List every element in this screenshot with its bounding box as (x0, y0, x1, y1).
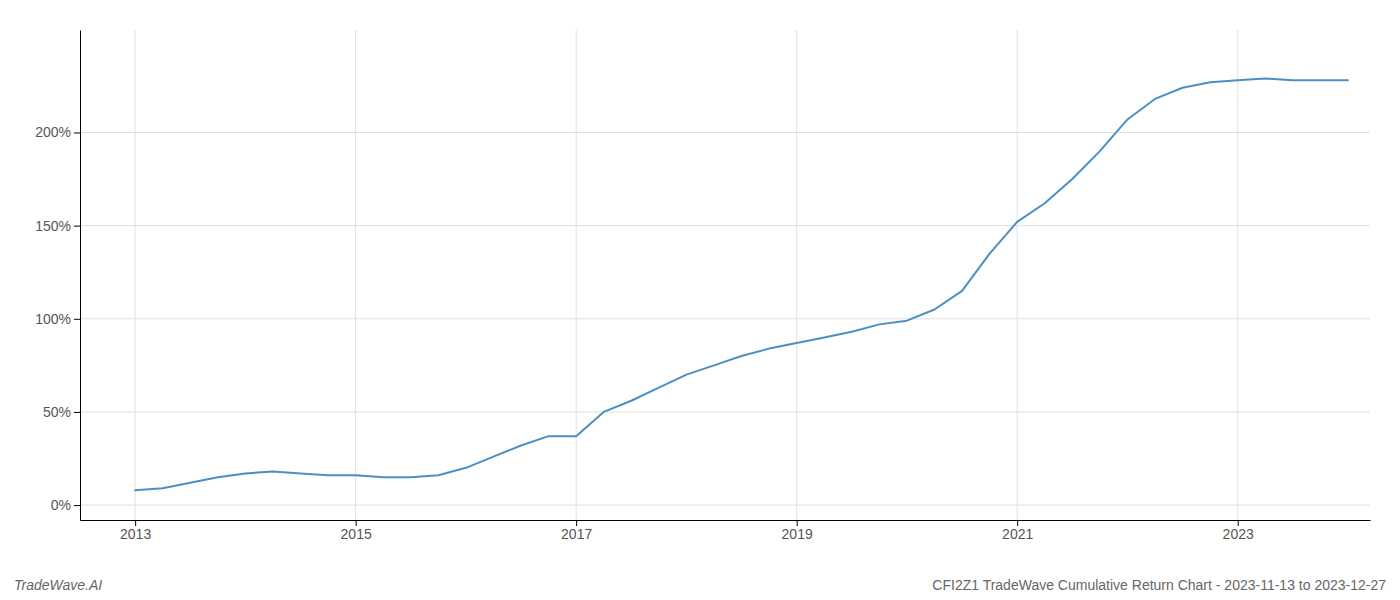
grid-line-x (1237, 30, 1238, 520)
y-tick-mark (74, 226, 80, 227)
x-tick-label: 2023 (1223, 526, 1254, 542)
x-tick: 2019 (782, 520, 813, 542)
title: CFI2Z1 TradeWave Cumulative Return Chart… (932, 577, 1386, 593)
x-axis-line (81, 520, 1371, 521)
plot-area (135, 78, 1348, 490)
watermark: TradeWave.AI (14, 577, 102, 593)
grid-line-y (80, 132, 1370, 133)
x-tick: 2017 (561, 520, 592, 542)
chart: 2013 2015 2017 2019 2021 2023 0% 50% 100% 150% 200… (0, 0, 1400, 600)
y-tick-mark (74, 505, 80, 506)
y-tick: 150% (35, 218, 80, 234)
y-tick: 200% (35, 124, 80, 140)
line (135, 78, 1348, 490)
y-tick-label: 200% (35, 124, 71, 140)
grid-line-y (80, 225, 1370, 226)
y-tick-mark (74, 319, 80, 320)
grid-line-x (576, 30, 577, 520)
x-tick-label: 2021 (1002, 526, 1033, 542)
y-axis: 0% 50% 100% 150% 200% (35, 31, 80, 521)
grid-line-x (135, 30, 136, 520)
x-tick-label: 2015 (341, 526, 372, 542)
x-tick-label: 2017 (561, 526, 592, 542)
y-tick-label: 50% (43, 404, 71, 420)
grid-line-x (796, 30, 797, 520)
x-tick: 2013 (120, 520, 151, 542)
grid-line-y (80, 505, 1370, 506)
x-tick-label: 2013 (120, 526, 151, 542)
grid-line-x (355, 30, 356, 520)
y-axis-line (80, 31, 81, 521)
y-tick-label: 100% (35, 311, 71, 327)
y-tick-mark (74, 132, 80, 133)
y-tick: 0% (51, 497, 80, 513)
grid-line-y (80, 318, 1370, 319)
y-tick: 100% (35, 311, 80, 327)
y-tick-label: 150% (35, 218, 71, 234)
x-tick: 2015 (341, 520, 372, 542)
y-tick: 50% (43, 404, 80, 420)
x-tick: 2023 (1223, 520, 1254, 542)
grid-line-x (1017, 30, 1018, 520)
x-axis: 2013 2015 2017 2019 2021 2023 (81, 520, 1371, 542)
grid-line-y (80, 411, 1370, 412)
x-tick: 2021 (1002, 520, 1033, 542)
y-tick-label: 0% (51, 497, 71, 513)
grid (80, 30, 1370, 520)
y-tick-mark (74, 412, 80, 413)
x-tick-label: 2019 (782, 526, 813, 542)
